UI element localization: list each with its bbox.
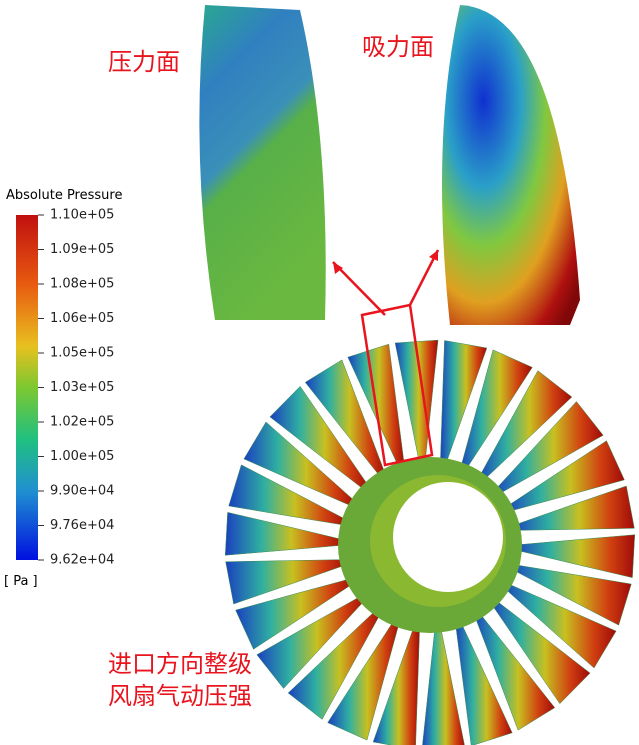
caption-line: 进口方向整级 <box>108 650 252 678</box>
tick-label: 1.06e+05 <box>50 311 114 326</box>
tick-label: 9.76e+04 <box>50 518 114 533</box>
hub-bore <box>393 482 503 592</box>
tick-label: 1.08e+05 <box>50 277 114 292</box>
tick-label: 1.10e+05 <box>50 208 114 223</box>
suction-side-label: 吸力面 <box>362 33 434 61</box>
pressure-side-label: 压力面 <box>108 48 180 76</box>
tick-label: 1.02e+05 <box>50 415 114 430</box>
pressure-side-blade <box>199 5 326 320</box>
tick-label: 1.03e+05 <box>50 380 114 395</box>
callout <box>332 249 440 467</box>
caption-line: 风扇气动压强 <box>108 682 252 710</box>
callout-box <box>360 303 434 467</box>
tick-label: 9.62e+04 <box>50 553 114 568</box>
tick-label: 1.05e+05 <box>50 346 114 361</box>
tick-label: 1.00e+05 <box>50 449 114 464</box>
colorbar-ticks: 1.10e+05 1.09e+05 1.08e+05 1.06e+05 1.05e+05… <box>38 208 114 568</box>
legend-title: Absolute Pressure <box>6 188 122 203</box>
arrow-heads <box>333 250 438 274</box>
colorbar <box>16 215 38 560</box>
tick-label: 1.09e+05 <box>50 242 114 257</box>
fan-rotor <box>224 339 636 745</box>
callout-arrows <box>332 249 440 316</box>
legend-unit: [ Pa ] <box>4 574 38 589</box>
suction-side-blade <box>442 5 580 325</box>
tick-label: 9.90e+04 <box>50 484 114 499</box>
